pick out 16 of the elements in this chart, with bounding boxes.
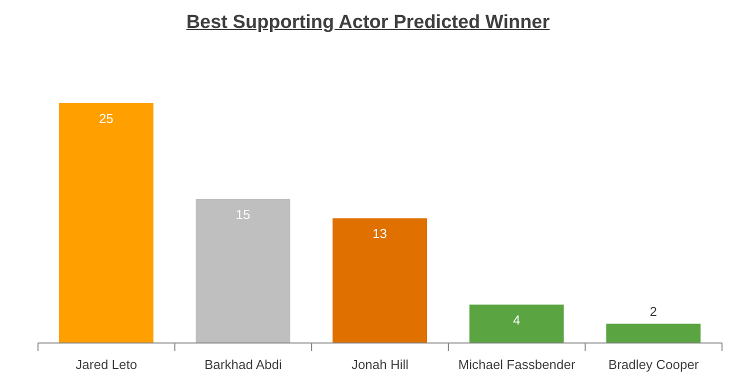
chart-title: Best Supporting Actor Predicted Winner xyxy=(185,12,551,34)
x-tick-label: Bradley Cooper xyxy=(608,357,700,372)
data-label: 25 xyxy=(98,111,114,126)
bar xyxy=(469,304,564,343)
x-tick-label: Barkhad Abdi xyxy=(204,357,282,372)
data-label: 4 xyxy=(512,312,520,328)
x-tick-label: Jared Leto xyxy=(76,357,138,372)
data-label: 2 xyxy=(650,304,658,319)
bar xyxy=(332,218,427,343)
bar xyxy=(196,199,290,343)
data-label: 15 xyxy=(236,207,250,222)
x-tick-label: Michael Fassbender xyxy=(458,357,576,372)
x-tick-label: Jonah Hill xyxy=(351,357,409,372)
bar xyxy=(606,324,701,343)
bar xyxy=(59,103,154,343)
data-label: 13 xyxy=(372,226,388,242)
